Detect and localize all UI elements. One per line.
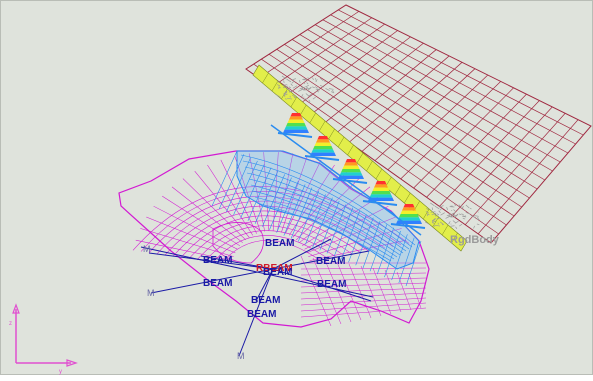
axis-z-label: z	[9, 321, 12, 327]
axis-y-label: y	[59, 369, 62, 375]
beam-label: BEAM	[251, 295, 280, 306]
beam-label: BEAM	[316, 256, 345, 267]
beam-label: BEAM	[263, 267, 292, 278]
axis-triad: z y	[9, 305, 76, 375]
moment-marker: M	[143, 244, 151, 254]
moment-marker: M	[237, 351, 245, 361]
beam-label: BEAM	[203, 255, 232, 266]
beam-label: BEAM	[203, 278, 232, 289]
beam-label: BEAM	[247, 309, 276, 320]
moment-marker: M	[147, 288, 155, 298]
rigid-body-label: RgdBody	[450, 234, 500, 246]
beam-label: BEAM	[317, 279, 346, 290]
beam-label: BEAM	[265, 238, 294, 249]
